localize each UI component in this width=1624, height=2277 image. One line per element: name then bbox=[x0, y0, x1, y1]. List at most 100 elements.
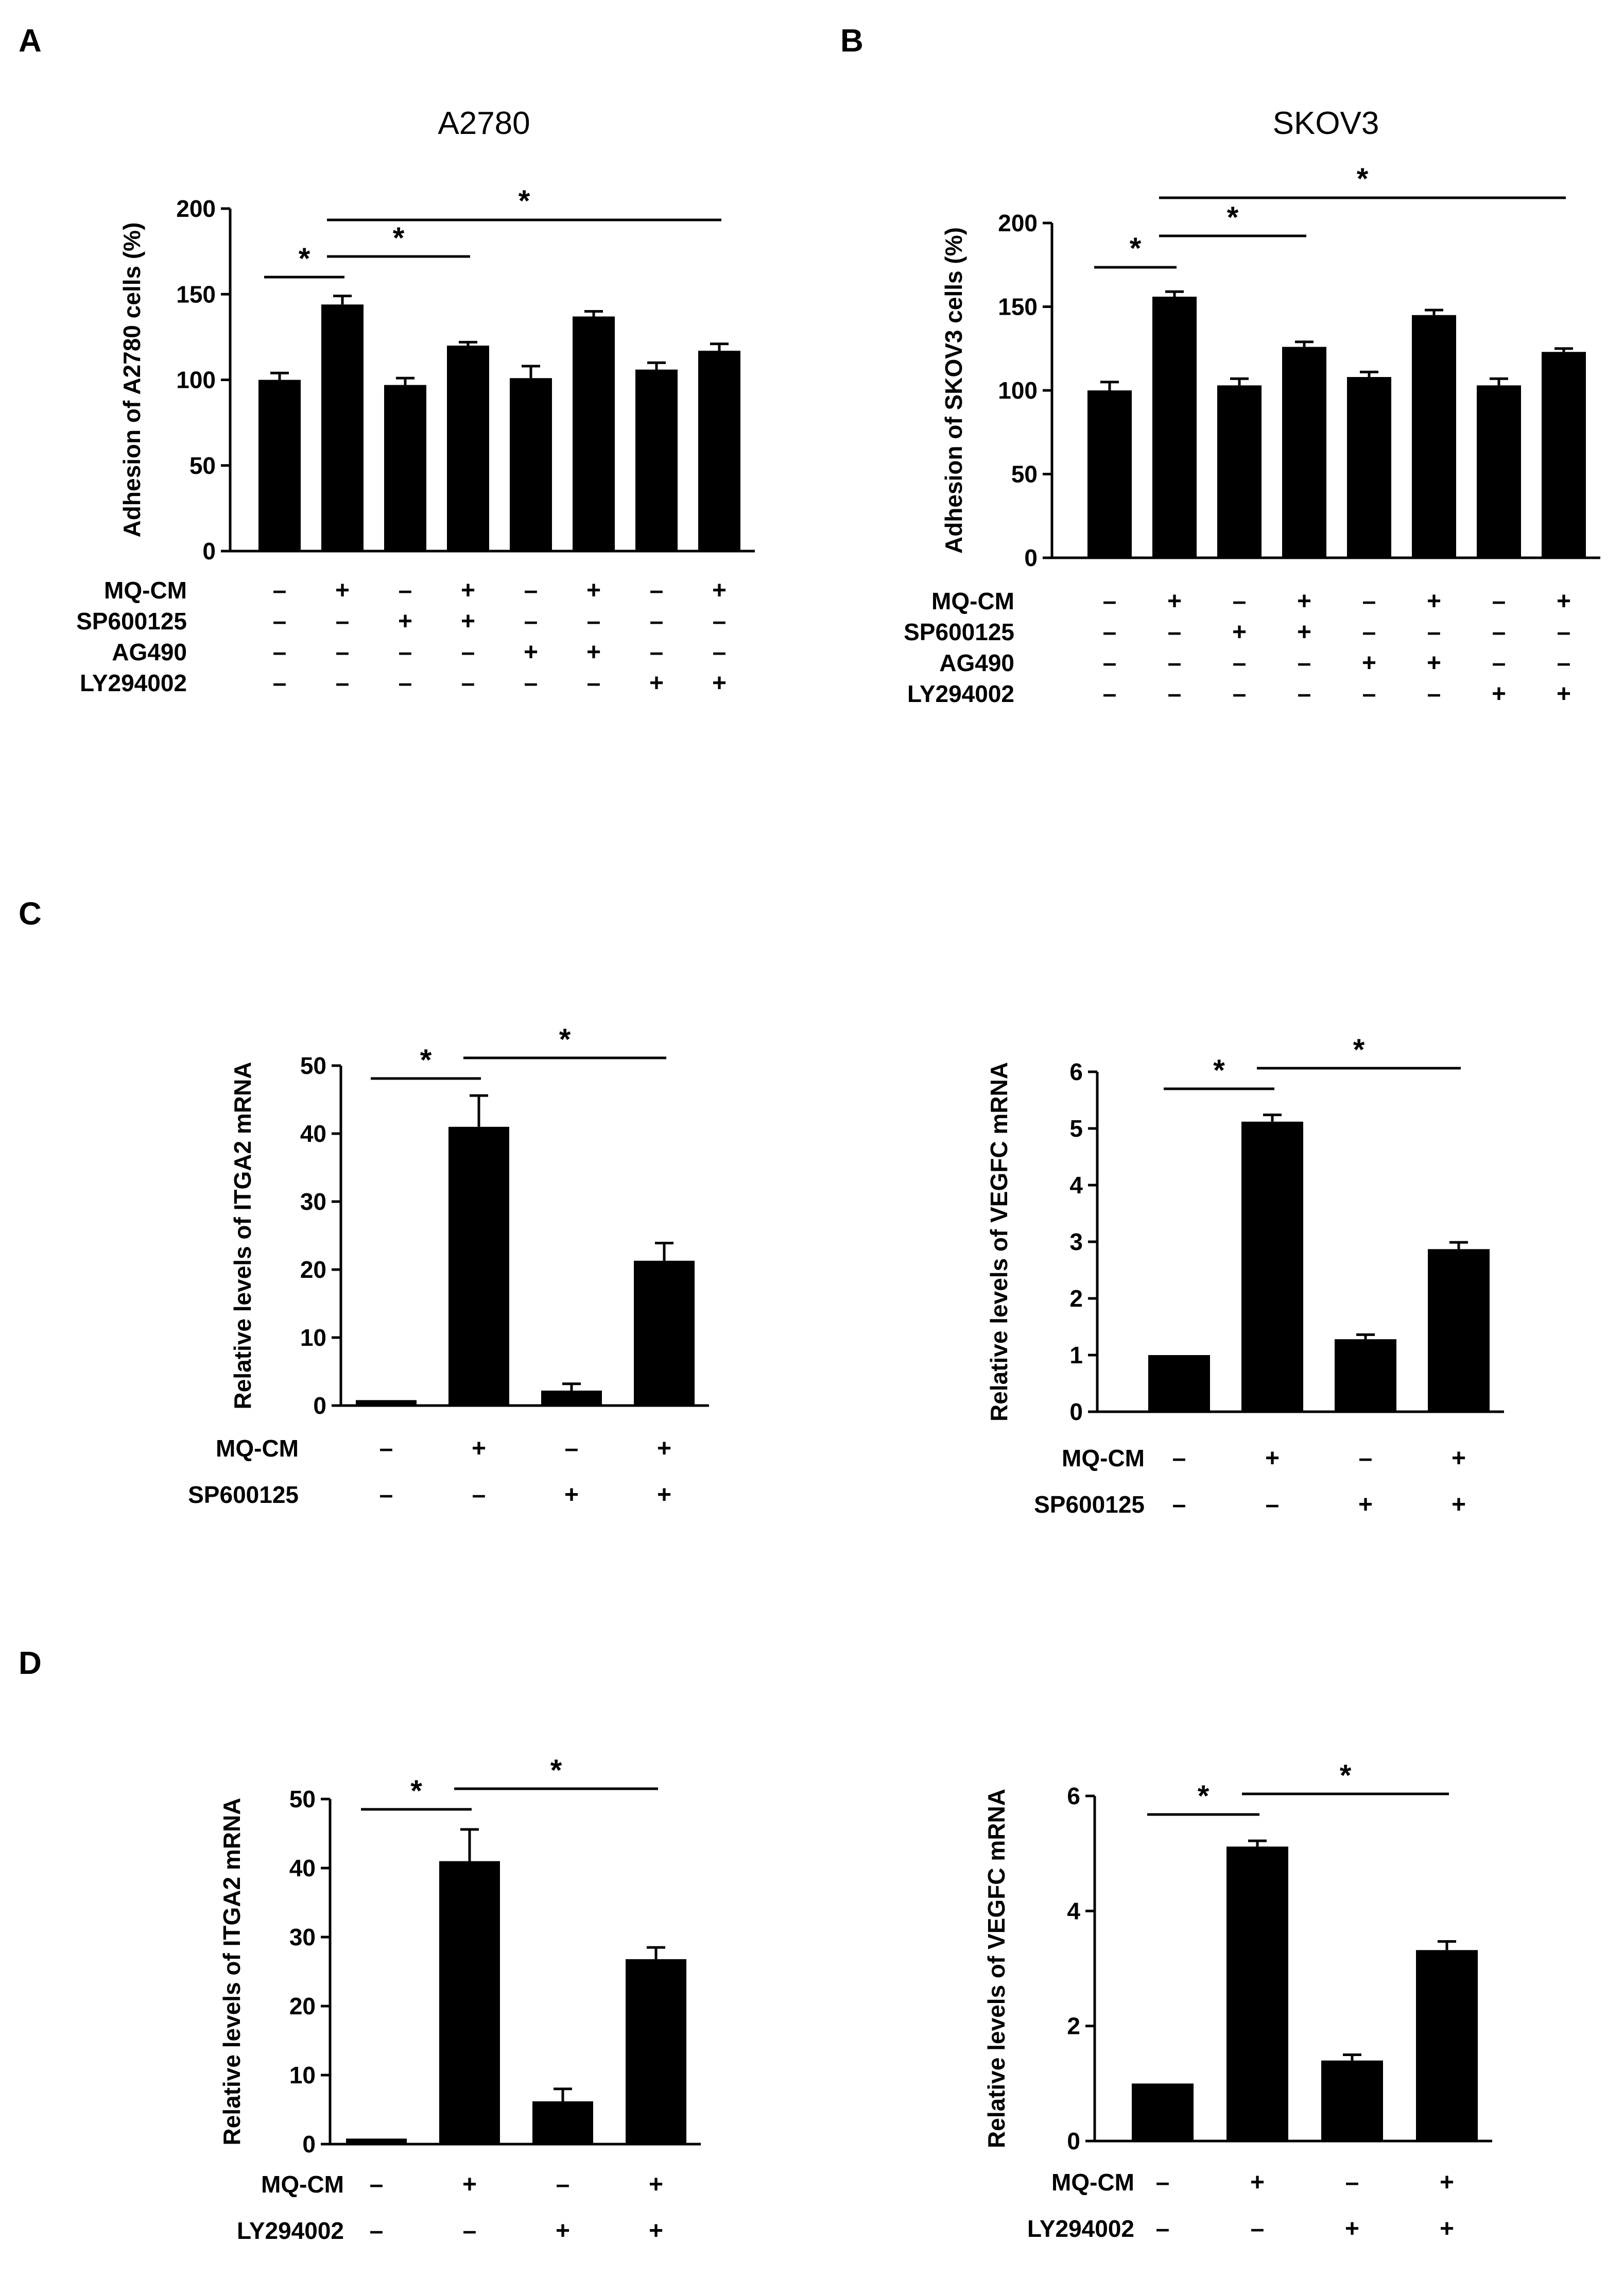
y-tick-label: 200 bbox=[176, 195, 216, 222]
condition-sign: – bbox=[1266, 1491, 1280, 1518]
condition-sign: + bbox=[657, 1435, 671, 1462]
condition-sign: – bbox=[336, 608, 350, 635]
panel-letter-d: D bbox=[19, 1646, 42, 1681]
condition-sign: – bbox=[379, 1435, 393, 1462]
condition-sign: – bbox=[273, 670, 287, 697]
bar bbox=[1542, 352, 1586, 558]
condition-sign: – bbox=[713, 639, 727, 666]
condition-sign: – bbox=[650, 639, 664, 666]
condition-sign: – bbox=[1492, 649, 1506, 677]
bar bbox=[541, 1390, 602, 1406]
condition-sign: – bbox=[524, 608, 538, 635]
y-tick-label: 6 bbox=[1069, 1058, 1083, 1085]
condition-sign: + bbox=[398, 608, 412, 635]
y-tick-label: 30 bbox=[289, 1924, 316, 1950]
condition-sign: – bbox=[461, 670, 475, 697]
bar bbox=[346, 2138, 407, 2144]
condition-label: AG490 bbox=[939, 649, 1014, 676]
condition-sign: – bbox=[713, 608, 727, 635]
chart-c-vegfc: 0 1 2 3 4 5 6 Relative levels of VEGFC mRNA MQ-C… bbox=[986, 1033, 1504, 1518]
significance-star: * bbox=[559, 1023, 571, 1056]
bar bbox=[1241, 1121, 1303, 1412]
y-tick-label: 50 bbox=[300, 1052, 326, 1079]
condition-sign: – bbox=[336, 670, 350, 697]
condition-sign: + bbox=[524, 639, 538, 666]
condition-sign: + bbox=[1557, 588, 1571, 615]
condition-sign: – bbox=[524, 670, 538, 697]
condition-sign: + bbox=[649, 670, 664, 697]
bar bbox=[1226, 1846, 1288, 2141]
bar bbox=[439, 1861, 500, 2144]
chart-title: A2780 bbox=[438, 106, 530, 141]
condition-sign: – bbox=[1345, 2169, 1359, 2196]
condition-sign: – bbox=[650, 577, 664, 604]
condition-sign: – bbox=[1156, 2169, 1170, 2196]
y-axis-label: Adhesion of SKOV3 cells (%) bbox=[940, 227, 967, 554]
bar bbox=[1428, 1249, 1490, 1412]
condition-sign: – bbox=[273, 577, 287, 604]
condition-sign: + bbox=[1452, 1445, 1466, 1472]
condition-sign: + bbox=[1250, 2169, 1265, 2196]
significance-star: * bbox=[1340, 1759, 1352, 1792]
bar bbox=[1477, 385, 1521, 558]
y-tick-label: 50 bbox=[1011, 461, 1038, 488]
condition-sign: – bbox=[1233, 680, 1247, 708]
significance-star: * bbox=[1227, 201, 1239, 234]
condition-sign: + bbox=[1232, 619, 1247, 646]
y-tick-label: 20 bbox=[300, 1256, 326, 1283]
condition-sign: – bbox=[1172, 1491, 1186, 1518]
condition-sign: + bbox=[1358, 1491, 1373, 1518]
y-tick-label: 3 bbox=[1069, 1228, 1083, 1255]
bar bbox=[634, 1260, 695, 1406]
condition-sign: + bbox=[657, 1481, 671, 1509]
bar bbox=[1217, 385, 1262, 558]
condition-sign: – bbox=[587, 670, 601, 697]
condition-sign: – bbox=[1168, 680, 1182, 708]
condition-label: LY294002 bbox=[237, 2217, 344, 2244]
condition-sign: + bbox=[1345, 2215, 1359, 2242]
condition-sign: + bbox=[1297, 588, 1311, 615]
panel-letter-b: B bbox=[840, 23, 863, 59]
bar bbox=[1347, 377, 1391, 558]
condition-sign: – bbox=[1359, 1445, 1373, 1472]
bar bbox=[384, 385, 426, 551]
y-tick-label: 150 bbox=[176, 281, 216, 307]
condition-sign: + bbox=[461, 577, 475, 604]
bar bbox=[1412, 315, 1456, 558]
bar bbox=[321, 304, 364, 551]
condition-sign: – bbox=[587, 608, 601, 635]
condition-sign: + bbox=[556, 2217, 570, 2245]
condition-label: LY294002 bbox=[80, 670, 187, 696]
significance-star: * bbox=[1357, 162, 1369, 196]
chart-title: SKOV3 bbox=[1273, 106, 1379, 141]
condition-sign: + bbox=[1265, 1445, 1280, 1472]
condition-label: LY294002 bbox=[1027, 2215, 1134, 2242]
condition-label: LY294002 bbox=[907, 680, 1014, 707]
y-tick-label: 20 bbox=[289, 1993, 316, 2019]
condition-sign: – bbox=[1492, 619, 1506, 646]
bar bbox=[532, 2101, 593, 2144]
condition-sign: – bbox=[1427, 619, 1441, 646]
significance-star: * bbox=[1353, 1033, 1365, 1067]
panel-letter-a: A bbox=[19, 23, 42, 59]
significance-star: * bbox=[1130, 232, 1142, 265]
condition-label: MQ-CM bbox=[931, 588, 1014, 614]
y-tick-label: 0 bbox=[1069, 1398, 1083, 1425]
condition-sign: + bbox=[1167, 588, 1182, 615]
condition-sign: + bbox=[1427, 588, 1441, 615]
condition-sign: – bbox=[1103, 649, 1117, 677]
condition-sign: – bbox=[1298, 649, 1311, 677]
y-tick-label: 100 bbox=[998, 377, 1038, 404]
condition-sign: – bbox=[556, 2171, 570, 2198]
y-tick-label: 6 bbox=[1067, 1783, 1080, 1809]
condition-sign: – bbox=[399, 577, 412, 604]
y-tick-label: 0 bbox=[313, 1392, 326, 1419]
condition-sign: – bbox=[1362, 619, 1376, 646]
significance-star: * bbox=[1198, 1779, 1210, 1813]
condition-sign: – bbox=[1427, 680, 1441, 708]
y-tick-label: 150 bbox=[998, 294, 1038, 320]
condition-sign: + bbox=[335, 577, 350, 604]
condition-sign: – bbox=[461, 639, 475, 666]
bar bbox=[1152, 297, 1197, 558]
